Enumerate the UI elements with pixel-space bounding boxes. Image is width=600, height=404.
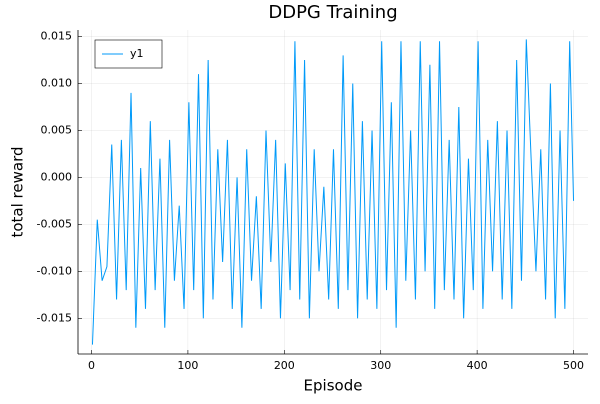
x-tick-label: 0 — [88, 359, 95, 372]
x-tick-label: 500 — [563, 359, 584, 372]
x-tick-label: 200 — [274, 359, 295, 372]
chart-title: DDPG Training — [268, 2, 397, 23]
y-tick-label: 0.010 — [41, 77, 73, 90]
y-tick-label: -0.005 — [37, 217, 72, 230]
data-line — [91, 39, 575, 345]
x-axis-label: Episode — [304, 377, 363, 395]
y-axis-label: total reward — [9, 146, 27, 237]
x-tick-label: 100 — [177, 359, 198, 372]
y-tick-label: 0.015 — [41, 30, 73, 43]
y-tick-label: 0.000 — [41, 170, 73, 183]
y-tick-label: 0.005 — [41, 123, 73, 136]
x-tick-label: 400 — [467, 359, 488, 372]
x-tick-label: 300 — [370, 359, 391, 372]
y-tick-label: -0.010 — [37, 264, 72, 277]
legend-label: y1 — [130, 47, 144, 60]
y-tick-label: -0.015 — [37, 311, 72, 324]
